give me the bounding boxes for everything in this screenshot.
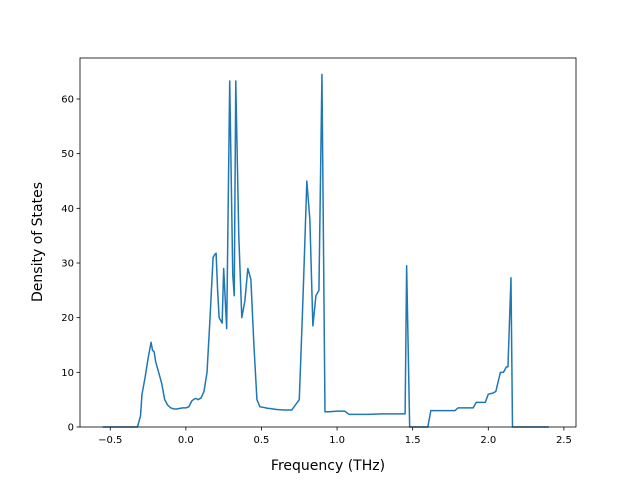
y-tick-label: 10 (61, 368, 74, 379)
y-tick-label: 20 (61, 313, 74, 324)
y-tick-label: 40 (61, 204, 74, 215)
y-axis-label: Density of States (30, 182, 46, 302)
x-tick-label: 2.0 (480, 435, 496, 446)
y-tick-label: 0 (68, 423, 74, 434)
x-tick-label: −0.5 (98, 435, 122, 446)
ticks-layer: −0.5 0.0 0.5 1.0 1.5 2.0 2.5 0 10 20 30 40 50 60 (61, 95, 572, 447)
plot-frame (79, 57, 577, 428)
x-tick-label: 2.5 (556, 435, 572, 446)
x-tick-label: 0.0 (178, 435, 194, 446)
y-tick-label: 60 (61, 95, 74, 106)
x-tick-label: 0.5 (254, 435, 270, 446)
x-axis-label: Frequency (THz) (271, 458, 385, 474)
series-line (102, 73, 549, 428)
y-tick-label: 50 (61, 149, 74, 160)
x-tick-label: 1.5 (405, 435, 421, 446)
y-tick-label: 30 (61, 259, 74, 270)
x-tick-label: 1.0 (329, 435, 345, 446)
